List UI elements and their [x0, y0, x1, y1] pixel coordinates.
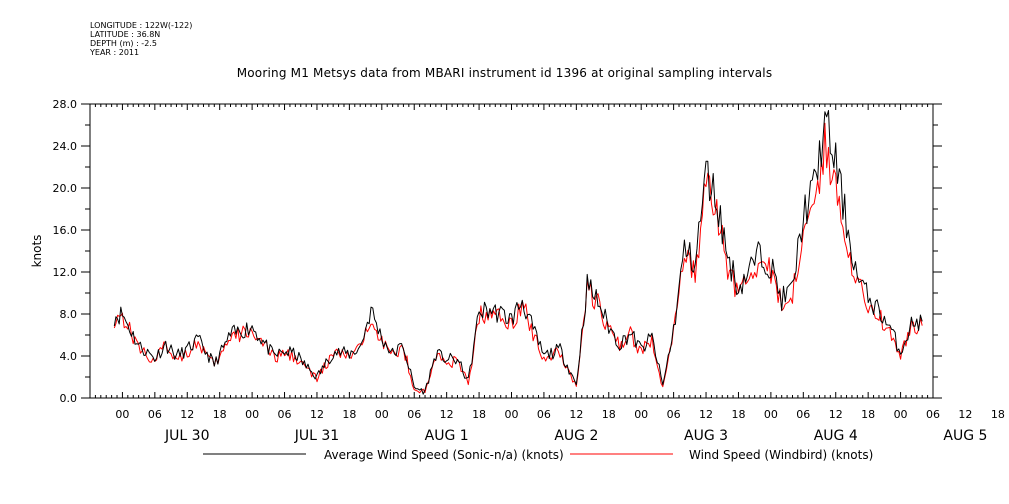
- depth-label: DEPTH (m) : -2.5: [90, 39, 157, 48]
- x-tick-label: 00: [894, 408, 908, 421]
- series-line-1: [113, 122, 923, 394]
- chart-title: Mooring M1 Metsys data from MBARI instru…: [236, 66, 773, 80]
- y-tick-labels: 0.0 4.0 8.0 12.0 16.0 20.0 24.0 28.0: [53, 98, 78, 405]
- x-tick-label: 18: [991, 408, 1005, 421]
- x-tick-labels: 00 06 12 18 00 06 12 18 00 06 12 18 00 06 12 18 00 06 12 18…: [115, 408, 1004, 421]
- series-line-0: [113, 110, 923, 395]
- x-tick-label: 12: [829, 408, 843, 421]
- day-label: JUL 31: [294, 428, 339, 444]
- x-tick-label: 06: [796, 408, 810, 421]
- y-axis-label: knots: [30, 235, 44, 268]
- year-label: YEAR : 2011: [90, 48, 140, 57]
- day-label: AUG 1: [425, 428, 469, 444]
- x-tick-label: 18: [472, 408, 486, 421]
- plot-frame: [89, 103, 934, 399]
- y-tick-label: 4.0: [60, 350, 78, 363]
- x-tick-label: 12: [180, 408, 194, 421]
- x-tick-label: 00: [115, 408, 129, 421]
- day-label: AUG 3: [684, 428, 728, 444]
- x-tick-label: 12: [958, 408, 972, 421]
- latitude-label: LATITUDE : 36.8N: [90, 30, 161, 39]
- x-tick-label: 18: [731, 408, 745, 421]
- legend: Average Wind Speed (Sonic-n/a) (knots) W…: [203, 448, 873, 462]
- x-tick-label: 12: [310, 408, 324, 421]
- y-tick-label: 16.0: [53, 224, 78, 237]
- day-label: AUG 5: [943, 428, 987, 444]
- x-tick-label: 12: [569, 408, 583, 421]
- x-tick-label: 00: [245, 408, 259, 421]
- x-tick-label: 06: [667, 408, 681, 421]
- x-tick-label: 18: [213, 408, 227, 421]
- x-tick-label: 00: [634, 408, 648, 421]
- legend-label-sonic: Average Wind Speed (Sonic-n/a) (knots): [324, 448, 564, 462]
- y-tick-label: 28.0: [53, 98, 78, 111]
- x-tick-label: 06: [537, 408, 551, 421]
- x-tick-label: 06: [407, 408, 421, 421]
- x-tick-label: 00: [375, 408, 389, 421]
- x-tick-label: 18: [602, 408, 616, 421]
- y-tick-label: 0.0: [60, 392, 78, 405]
- x-tick-label: 18: [342, 408, 356, 421]
- y-tick-label: 12.0: [53, 266, 78, 279]
- mooring-metadata: LONGITUDE : 122W(-122) LATITUDE : 36.8N …: [90, 21, 192, 57]
- series-lines: [113, 110, 923, 395]
- x-tick-label: 00: [764, 408, 778, 421]
- day-label: AUG 2: [554, 428, 598, 444]
- legend-label-windbird: Wind Speed (Windbird) (knots): [689, 448, 873, 462]
- day-label: JUL 30: [164, 428, 209, 444]
- x-tick-label: 06: [278, 408, 292, 421]
- x-tick-label: 18: [861, 408, 875, 421]
- x-tick-label: 12: [699, 408, 713, 421]
- day-labels: JUL 30 JUL 31 AUG 1 AUG 2 AUG 3 AUG 4 AUG 5: [164, 428, 987, 444]
- y-tick-label: 20.0: [53, 182, 78, 195]
- x-tick-label: 06: [926, 408, 940, 421]
- x-tick-label: 12: [440, 408, 454, 421]
- y-tick-label: 8.0: [60, 308, 78, 321]
- x-tick-label: 06: [148, 408, 162, 421]
- day-label: AUG 4: [814, 428, 858, 444]
- x-tick-label: 00: [505, 408, 519, 421]
- longitude-label: LONGITUDE : 122W(-122): [90, 21, 193, 30]
- y-tick-label: 24.0: [53, 140, 78, 153]
